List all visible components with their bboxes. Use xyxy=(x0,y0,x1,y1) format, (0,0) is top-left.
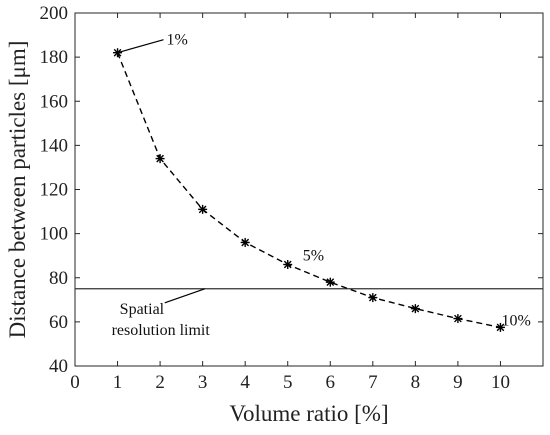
data-point xyxy=(325,277,335,287)
data-point xyxy=(453,314,463,324)
y-tick-label: 60 xyxy=(49,312,68,333)
annotation-leader-1pct xyxy=(117,39,164,54)
annotation-leader-resolution-limit xyxy=(164,288,205,304)
y-tick-label: 180 xyxy=(40,47,69,68)
series-markers xyxy=(113,48,505,332)
y-tick-label: 160 xyxy=(40,91,69,112)
data-point xyxy=(410,304,420,314)
x-tick-label: 6 xyxy=(326,372,336,393)
data-point xyxy=(240,237,250,247)
y-tick-label: 120 xyxy=(40,180,69,201)
x-tick-label: 2 xyxy=(155,372,165,393)
x-tick-label: 1 xyxy=(113,372,123,393)
data-point xyxy=(283,260,293,270)
data-point xyxy=(368,293,378,303)
y-tick-label: 200 xyxy=(40,3,69,24)
annotation-1pct: 1% xyxy=(167,32,188,49)
x-tick-label: 8 xyxy=(411,372,421,393)
x-tick-label: 0 xyxy=(70,372,80,393)
y-axis-title: Distance between particles [μm] xyxy=(5,41,30,339)
x-tick-label: 4 xyxy=(240,372,250,393)
data-point xyxy=(198,204,208,214)
resolution-limit-label-line-2: resolution limit xyxy=(112,322,211,339)
y-tick-label: 40 xyxy=(49,356,68,377)
x-axis: 0 1 2 3 4 5 6 7 8 9 10 xyxy=(70,13,510,393)
data-point xyxy=(495,322,505,332)
resolution-limit-label-line-1: Spatial xyxy=(120,301,165,318)
x-tick-label: 7 xyxy=(368,372,378,393)
y-tick-label: 140 xyxy=(40,135,69,156)
x-tick-label: 9 xyxy=(453,372,463,393)
annotation-5pct: 5% xyxy=(303,248,324,265)
x-tick-label: 5 xyxy=(283,372,293,393)
annotation-10pct: 10% xyxy=(501,312,530,329)
series-line xyxy=(116,52,501,329)
y-axis: 40 60 80 100 120 140 160 180 200 xyxy=(40,3,543,377)
x-tick-label: 10 xyxy=(491,372,510,393)
y-tick-label: 80 xyxy=(49,268,68,289)
x-tick-label: 3 xyxy=(198,372,208,393)
x-axis-title: Volume ratio [%] xyxy=(229,401,388,426)
y-tick-label: 100 xyxy=(40,224,69,245)
data-point xyxy=(155,154,165,164)
